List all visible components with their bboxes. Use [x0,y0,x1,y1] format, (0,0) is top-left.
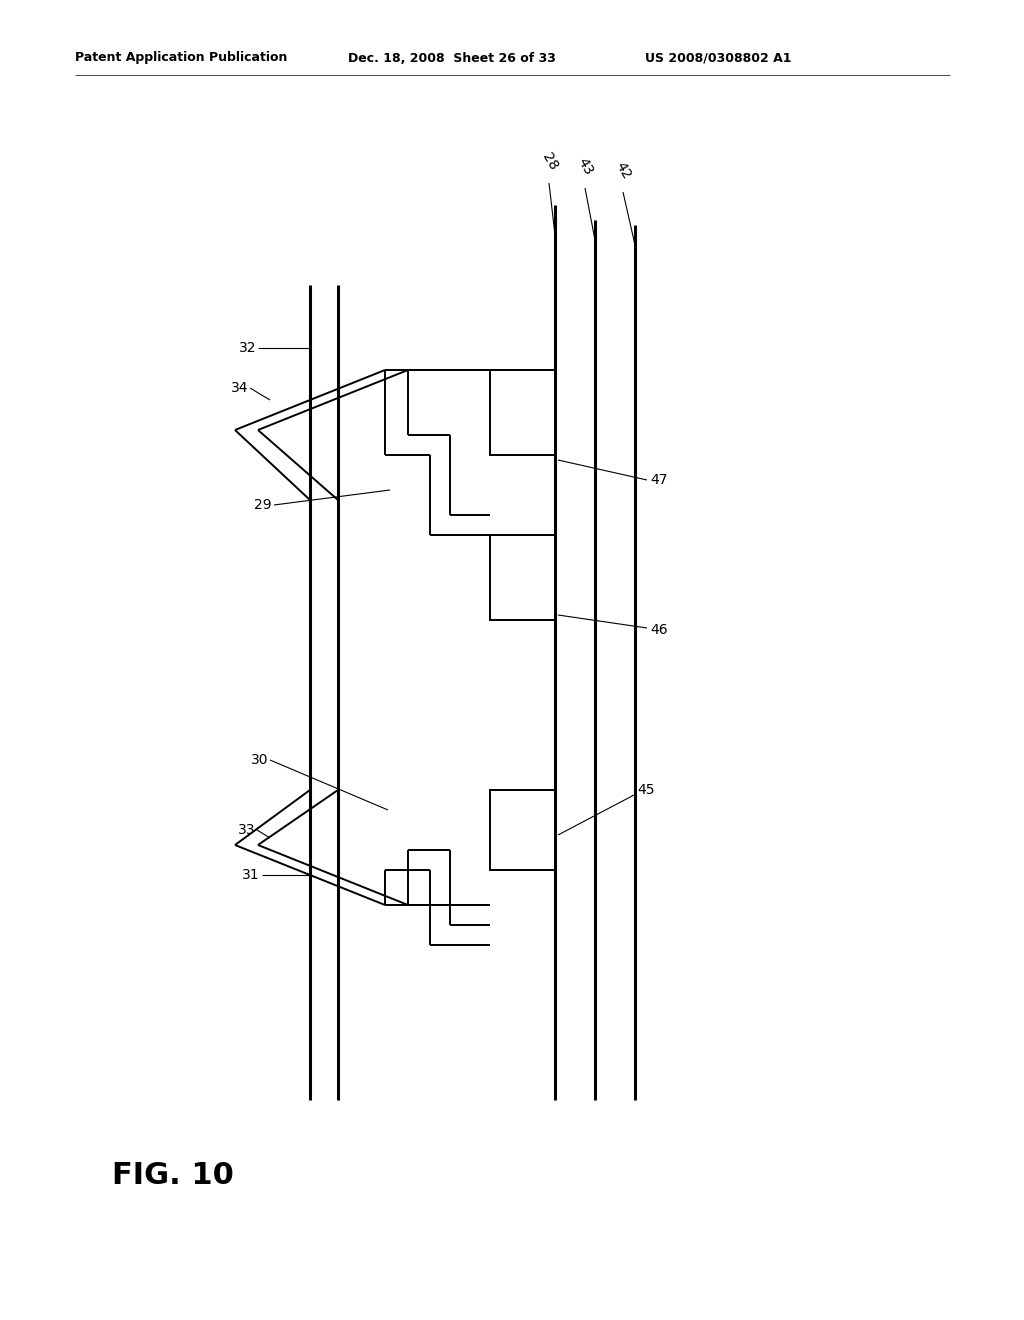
Text: 47: 47 [650,473,668,487]
Text: US 2008/0308802 A1: US 2008/0308802 A1 [645,51,792,65]
Text: 29: 29 [254,498,272,512]
Bar [490,370,555,455]
Bar [490,789,555,870]
Text: 46: 46 [650,623,668,638]
Text: 33: 33 [238,822,255,837]
Text: 28: 28 [539,150,560,173]
Text: Dec. 18, 2008  Sheet 26 of 33: Dec. 18, 2008 Sheet 26 of 33 [348,51,556,65]
Text: FIG. 10: FIG. 10 [112,1160,233,1189]
Text: 30: 30 [251,752,268,767]
Text: 45: 45 [637,783,654,797]
Bar [490,535,555,620]
Text: 34: 34 [230,381,248,395]
Text: 31: 31 [243,869,260,882]
Text: 42: 42 [613,160,634,182]
Text: Patent Application Publication: Patent Application Publication [75,51,288,65]
Text: 32: 32 [239,341,256,355]
Text: 43: 43 [575,156,596,178]
